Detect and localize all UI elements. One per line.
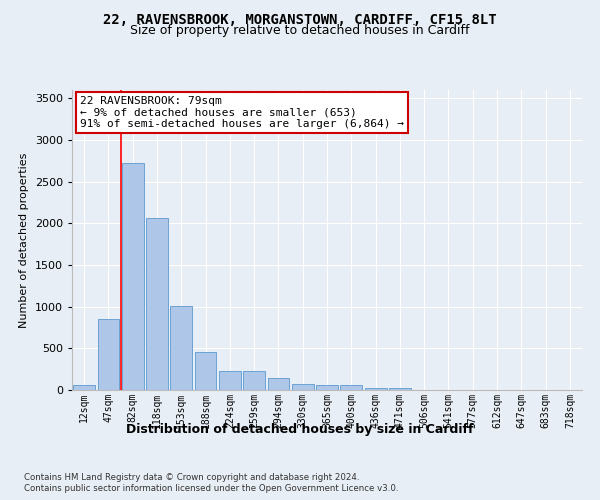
- Bar: [194, 352, 217, 390]
- Text: 22, RAVENSBROOK, MORGANSTOWN, CARDIFF, CF15 8LT: 22, RAVENSBROOK, MORGANSTOWN, CARDIFF, C…: [103, 12, 497, 26]
- Bar: [365, 388, 386, 390]
- Bar: [292, 384, 314, 390]
- Bar: [97, 319, 119, 390]
- Bar: [268, 378, 289, 390]
- Text: 22 RAVENSBROOK: 79sqm
← 9% of detached houses are smaller (653)
91% of semi-deta: 22 RAVENSBROOK: 79sqm ← 9% of detached h…: [80, 96, 404, 129]
- Text: Contains public sector information licensed under the Open Government Licence v3: Contains public sector information licen…: [24, 484, 398, 493]
- Bar: [316, 386, 338, 390]
- Bar: [243, 371, 265, 390]
- Bar: [170, 306, 192, 390]
- Bar: [340, 386, 362, 390]
- Y-axis label: Number of detached properties: Number of detached properties: [19, 152, 29, 328]
- Bar: [122, 162, 143, 390]
- Bar: [389, 388, 411, 390]
- Text: Size of property relative to detached houses in Cardiff: Size of property relative to detached ho…: [130, 24, 470, 37]
- Text: Distribution of detached houses by size in Cardiff: Distribution of detached houses by size …: [126, 422, 474, 436]
- Bar: [146, 218, 168, 390]
- Bar: [219, 371, 241, 390]
- Text: Contains HM Land Registry data © Crown copyright and database right 2024.: Contains HM Land Registry data © Crown c…: [24, 472, 359, 482]
- Bar: [73, 385, 95, 390]
